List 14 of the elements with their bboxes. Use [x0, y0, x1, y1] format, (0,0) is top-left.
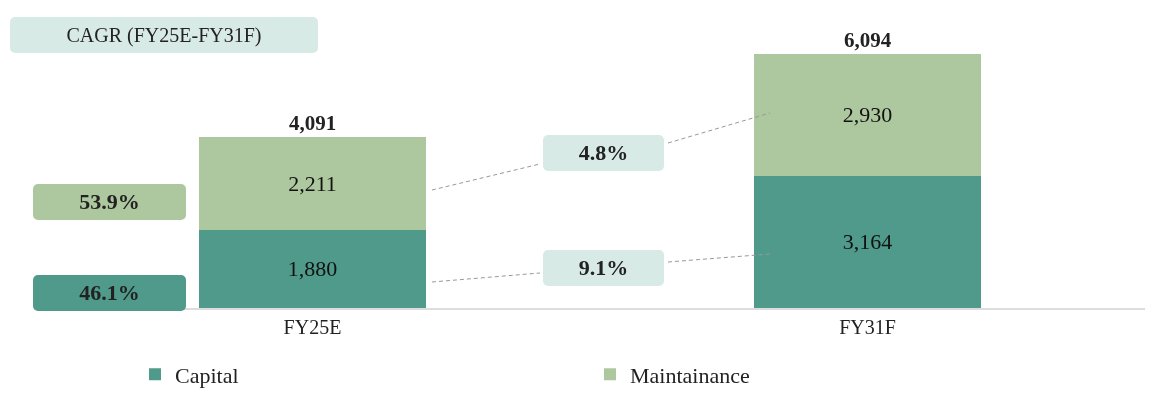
legend-label: Capital [175, 362, 239, 388]
data-label: 3,164 [842, 229, 893, 255]
data-label: 2,211 [288, 170, 337, 196]
legend-label: Maintainance [630, 362, 750, 388]
total-label: 6,094 [844, 28, 892, 52]
data-label: 1,880 [287, 256, 338, 282]
bar [198, 137, 427, 230]
x-tick-label: FY31F [839, 316, 896, 338]
bar [753, 175, 982, 308]
data-label: 2,930 [842, 102, 893, 128]
bar [198, 229, 427, 308]
x-tick-label: FY25E [283, 316, 342, 338]
total-label: 4,091 [289, 111, 337, 135]
bar [753, 53, 982, 176]
